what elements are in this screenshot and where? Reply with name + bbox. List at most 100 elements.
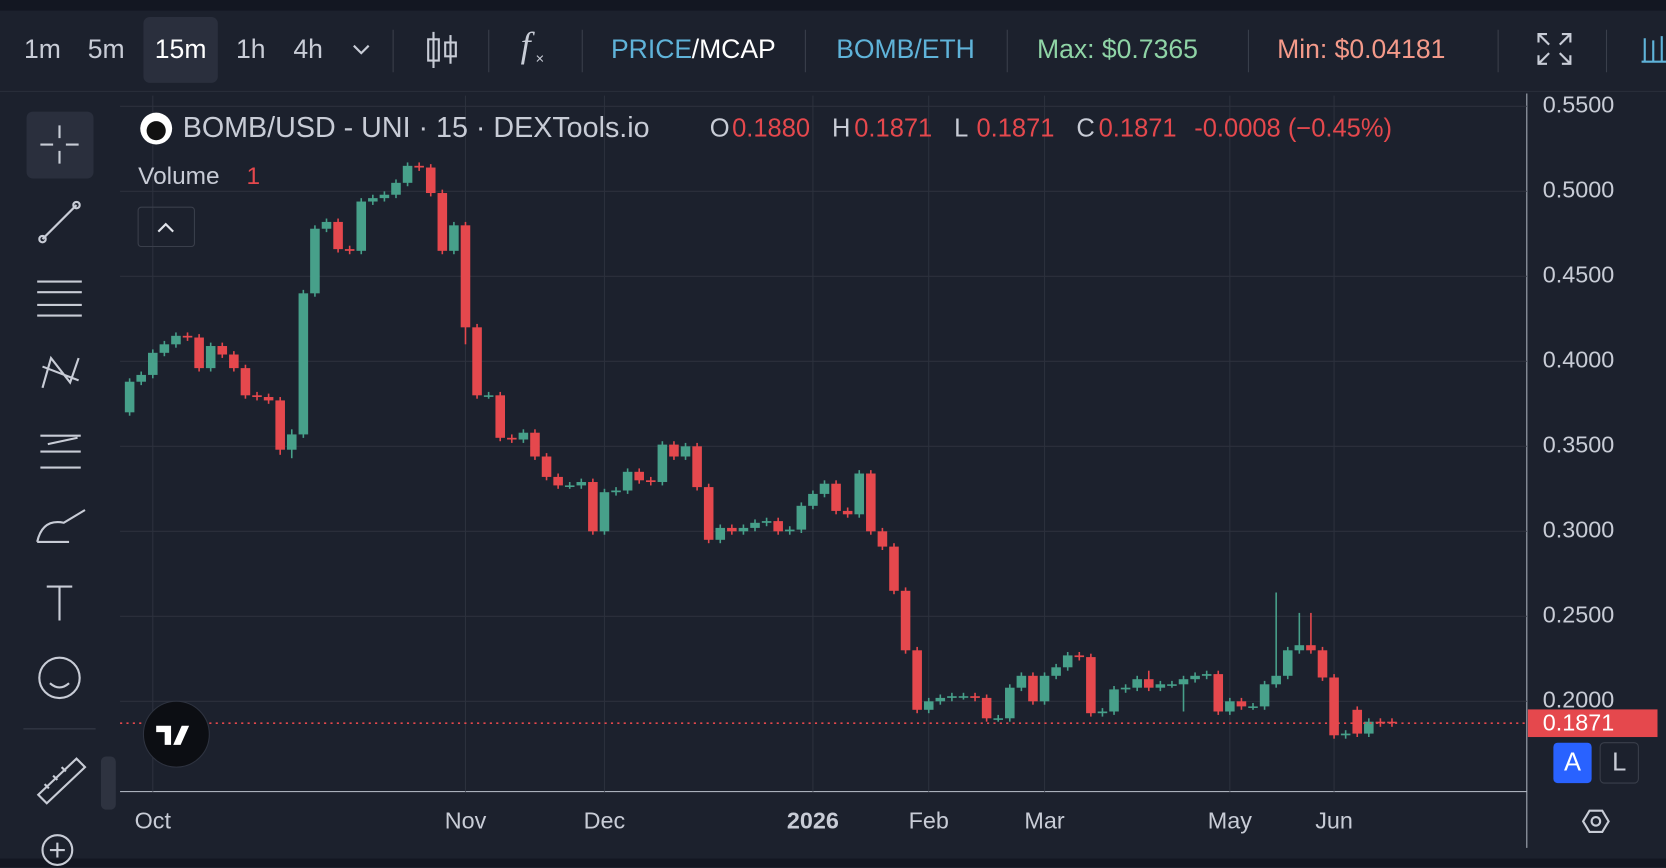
candle-body	[240, 368, 251, 396]
ohlc-key: H	[832, 114, 850, 142]
interval-button[interactable]: 4h	[293, 34, 323, 64]
candle-body	[136, 374, 146, 382]
indicators-button-x[interactable]: ×	[536, 51, 545, 67]
candle-body	[252, 395, 262, 398]
candle-body	[1340, 733, 1351, 736]
interval-button[interactable]: 1h	[236, 34, 266, 64]
y-tick-label: 0.5000	[1543, 177, 1614, 203]
trendline-dot	[72, 200, 81, 210]
candle-body	[1062, 655, 1073, 668]
x-tick-label: Feb	[909, 808, 949, 834]
candle-body	[553, 476, 563, 486]
y-tick-label: 0.4000	[1543, 346, 1614, 372]
candle-body	[379, 194, 390, 199]
candle-body	[1271, 675, 1281, 685]
crosshair-tool[interactable]	[40, 125, 79, 164]
candle-body	[1248, 706, 1258, 708]
candle-body	[1005, 687, 1015, 719]
min-price: Min: $0.04181	[1277, 34, 1445, 64]
candle-body	[333, 221, 343, 250]
candle-body	[588, 482, 598, 532]
zoom-tool[interactable]	[41, 834, 74, 866]
chart-menu-button[interactable]	[1641, 36, 1666, 63]
candle-body	[1317, 650, 1328, 678]
candle-body	[1375, 721, 1386, 724]
candle-body	[1190, 675, 1200, 680]
price-toggle[interactable]: PRICE	[611, 34, 692, 64]
mcap-toggle[interactable]: /MCAP	[692, 34, 776, 64]
candle-body	[159, 344, 170, 353]
x-tick-label: Jun	[1315, 808, 1353, 834]
collapse-button[interactable]	[137, 206, 195, 248]
candle-body	[831, 483, 841, 511]
candle-body	[460, 225, 471, 328]
candle-body	[1282, 650, 1293, 676]
bottom-strip	[0, 858, 1666, 867]
candle-body	[1155, 684, 1166, 688]
auto-scale-button[interactable]	[1553, 742, 1592, 784]
interval-button[interactable]: 1m	[24, 34, 61, 64]
brush-tool[interactable]	[36, 509, 86, 543]
candle-body	[622, 471, 633, 491]
emoji-smile	[49, 682, 70, 689]
ohlc-value: 0.1880	[732, 114, 810, 142]
settings-icon	[1590, 816, 1602, 827]
candle-body	[1109, 689, 1119, 712]
emoji-tool[interactable]	[38, 656, 81, 700]
candle-body	[530, 432, 540, 457]
candle-body	[981, 697, 992, 719]
candle-body	[1086, 657, 1096, 714]
prediction-tool[interactable]	[40, 434, 81, 469]
pattern-tool[interactable]	[41, 355, 80, 389]
trendline-dot	[38, 234, 47, 244]
active-interval-bg	[143, 17, 218, 83]
candle-body	[750, 522, 760, 528]
candle-body	[483, 395, 494, 397]
candle-body	[669, 444, 679, 457]
toolbar-scroll[interactable]	[100, 756, 116, 810]
interval-button[interactable]: 15m	[155, 34, 207, 64]
change-label: -0.0008 (−0.45%)	[1194, 114, 1392, 142]
candle-body	[773, 521, 783, 532]
toolbar-separators	[392, 29, 1608, 73]
candle-type-button[interactable]	[427, 31, 457, 68]
text-tool[interactable]	[46, 585, 73, 621]
candle-body	[275, 400, 285, 450]
candle-body	[599, 492, 610, 532]
active-tool-bg	[26, 111, 94, 179]
pair-toggle[interactable]: BOMB/ETH	[836, 34, 975, 64]
candle-body	[1028, 675, 1038, 702]
candle-body	[1225, 701, 1235, 712]
interval-button[interactable]: 5m	[88, 34, 125, 64]
candle-body	[657, 444, 668, 483]
max-price: Max: $0.7365	[1037, 34, 1198, 64]
log-scale-button[interactable]	[1599, 742, 1639, 784]
chart-title: BOMB/USD - UNI · 15 · DEXTools.io	[183, 112, 650, 144]
x-tick-label: Nov	[445, 808, 487, 834]
x-tick-label: 2026	[787, 808, 839, 834]
candle-body	[495, 395, 506, 438]
candle-body	[646, 480, 656, 483]
candle-body	[391, 182, 401, 195]
settings-button[interactable]	[1581, 809, 1610, 833]
x-tick-label: Oct	[135, 808, 172, 834]
candle-body	[796, 505, 807, 530]
candle-body	[1387, 721, 1397, 724]
trendline-tool[interactable]	[41, 204, 78, 240]
candle-body	[1236, 701, 1247, 707]
ruler-tool[interactable]	[36, 757, 87, 805]
candle-body	[286, 434, 297, 450]
candle-body	[958, 696, 969, 698]
interval-dropdown[interactable]	[353, 44, 370, 55]
x-tick-label: Mar	[1024, 808, 1064, 834]
y-tick-label: 0.5500	[1543, 92, 1614, 118]
tv-logo[interactable]	[142, 700, 210, 768]
fullscreen-button[interactable]	[1537, 32, 1572, 65]
fib-tool[interactable]	[37, 280, 82, 317]
candle-body	[402, 165, 413, 183]
candle-body	[124, 381, 135, 413]
candle-body	[148, 352, 158, 375]
candle-body	[171, 335, 181, 345]
